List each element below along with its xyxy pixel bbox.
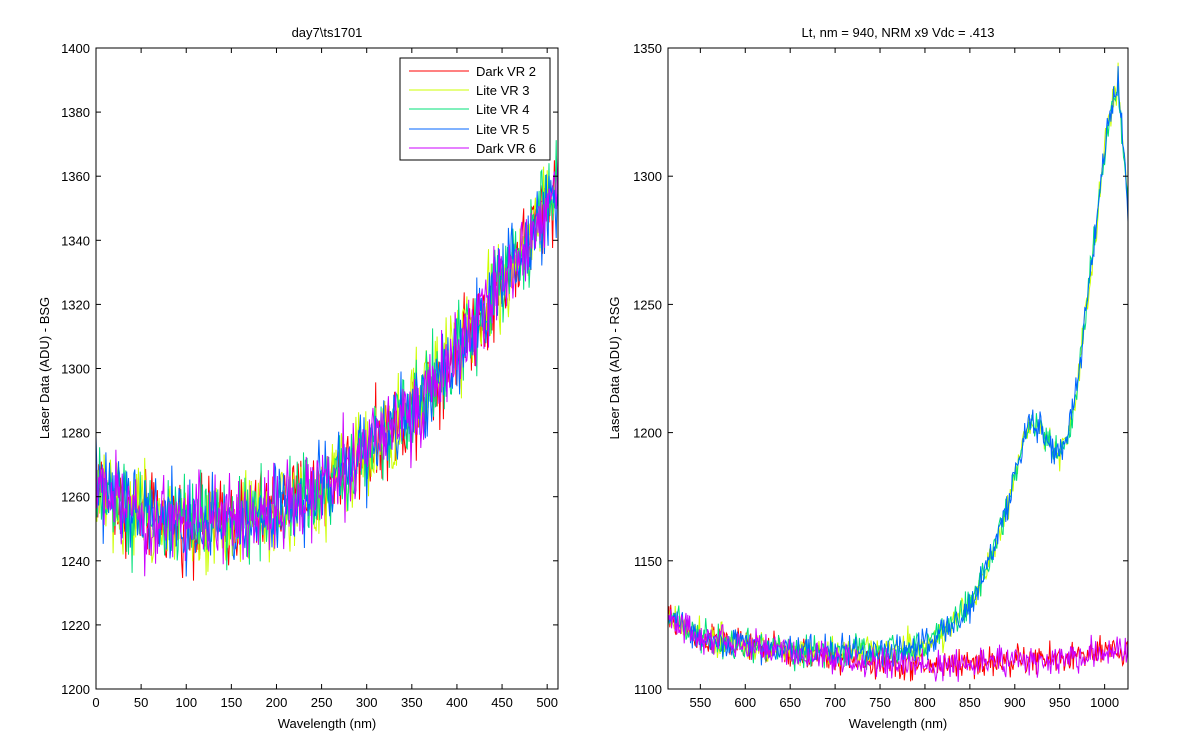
right-x-tick-label-2: 650 [779, 695, 801, 710]
right-x-tick-label-3: 700 [824, 695, 846, 710]
left-x-tick-label-5: 250 [311, 695, 333, 710]
right-x-tick-label-7: 900 [1004, 695, 1026, 710]
left-ticks: 0 50 100 150 200 250 300 350 400 450 500 1200 1220 12… [61, 41, 558, 710]
legend-label-4: Dark VR 6 [476, 141, 536, 156]
left-y-tick-label-1: 1220 [61, 618, 90, 633]
left-x-tick-label-0: 0 [92, 695, 99, 710]
legend-label-0: Dark VR 2 [476, 64, 536, 79]
right-y-tick-label-1: 1150 [634, 554, 662, 569]
right-x-tick-label-9: 1000 [1090, 695, 1119, 710]
left-y-tick-label-4: 1280 [61, 426, 90, 441]
right-x-tick-label-0: 550 [689, 695, 711, 710]
right-y-tick-label-0: 1100 [634, 682, 662, 697]
left-x-tick-label-6: 300 [356, 695, 378, 710]
right-chart: 550 600 650 700 750 800 850 900 950 1000 1100 1150 1… [607, 25, 1129, 731]
right-chart-series [668, 62, 1128, 682]
right-y-axis-label: Laser Data (ADU) - RSG [607, 296, 622, 439]
right-x-axis-label: Wavelength (nm) [849, 716, 948, 731]
right-x-tick-label-1: 600 [734, 695, 756, 710]
left-y-axis-label: Laser Data (ADU) - BSG [37, 297, 52, 439]
left-x-tick-label-4: 200 [266, 695, 288, 710]
left-x-tick-label-2: 100 [175, 695, 197, 710]
left-y-tick-label-10: 1400 [61, 41, 90, 56]
right-x-tick-label-4: 750 [869, 695, 891, 710]
left-y-tick-label-6: 1320 [61, 297, 90, 312]
right-x-tick-label-5: 800 [914, 695, 936, 710]
left-x-axis-label: Wavelength (nm) [278, 716, 377, 731]
left-series-line-4 [96, 157, 558, 577]
left-y-tick-label-0: 1200 [61, 682, 90, 697]
right-y-tick-label-3: 1250 [633, 297, 662, 312]
right-y-tick-label-4: 1300 [633, 169, 662, 184]
left-x-tick-label-7: 350 [401, 695, 423, 710]
left-x-tick-label-8: 400 [446, 695, 468, 710]
right-x-tick-label-8: 950 [1049, 695, 1071, 710]
right-plot-frame [667, 47, 1129, 690]
left-x-tick-label-1: 50 [134, 695, 148, 710]
left-y-tick-label-3: 1260 [61, 490, 90, 505]
left-chart-title: day7\ts1701 [292, 25, 363, 40]
legend-label-2: Lite VR 4 [476, 102, 529, 117]
legend-label-3: Lite VR 5 [476, 122, 529, 137]
left-y-tick-label-5: 1300 [61, 362, 90, 377]
legend-label-1: Lite VR 3 [476, 83, 529, 98]
right-ticks: 550 600 650 700 750 800 850 900 950 1000 1100 1150 1… [633, 41, 1128, 710]
right-chart-title: Lt, nm = 940, NRM x9 Vdc = .413 [802, 25, 995, 40]
left-y-tick-label-9: 1380 [61, 105, 90, 120]
left-y-tick-label-8: 1360 [61, 169, 90, 184]
right-x-tick-label-6: 850 [959, 695, 981, 710]
left-y-tick-label-2: 1240 [61, 554, 90, 569]
left-x-tick-label-3: 150 [221, 695, 243, 710]
right-y-tick-label-2: 1200 [633, 426, 662, 441]
right-y-tick-label-5: 1350 [633, 41, 662, 56]
left-x-tick-label-10: 500 [536, 695, 558, 710]
right-series-line-3 [668, 66, 1128, 667]
right-series-line-4 [668, 609, 1128, 682]
left-x-tick-label-9: 450 [491, 695, 513, 710]
left-chart: 0 50 100 150 200 250 300 350 400 450 500 1200 1220 12… [37, 25, 559, 731]
left-chart-series [96, 140, 558, 581]
legend: Dark VR 2 Lite VR 3 Lite VR 4 Lite VR 5 … [399, 57, 551, 161]
left-y-tick-label-7: 1340 [61, 233, 90, 248]
